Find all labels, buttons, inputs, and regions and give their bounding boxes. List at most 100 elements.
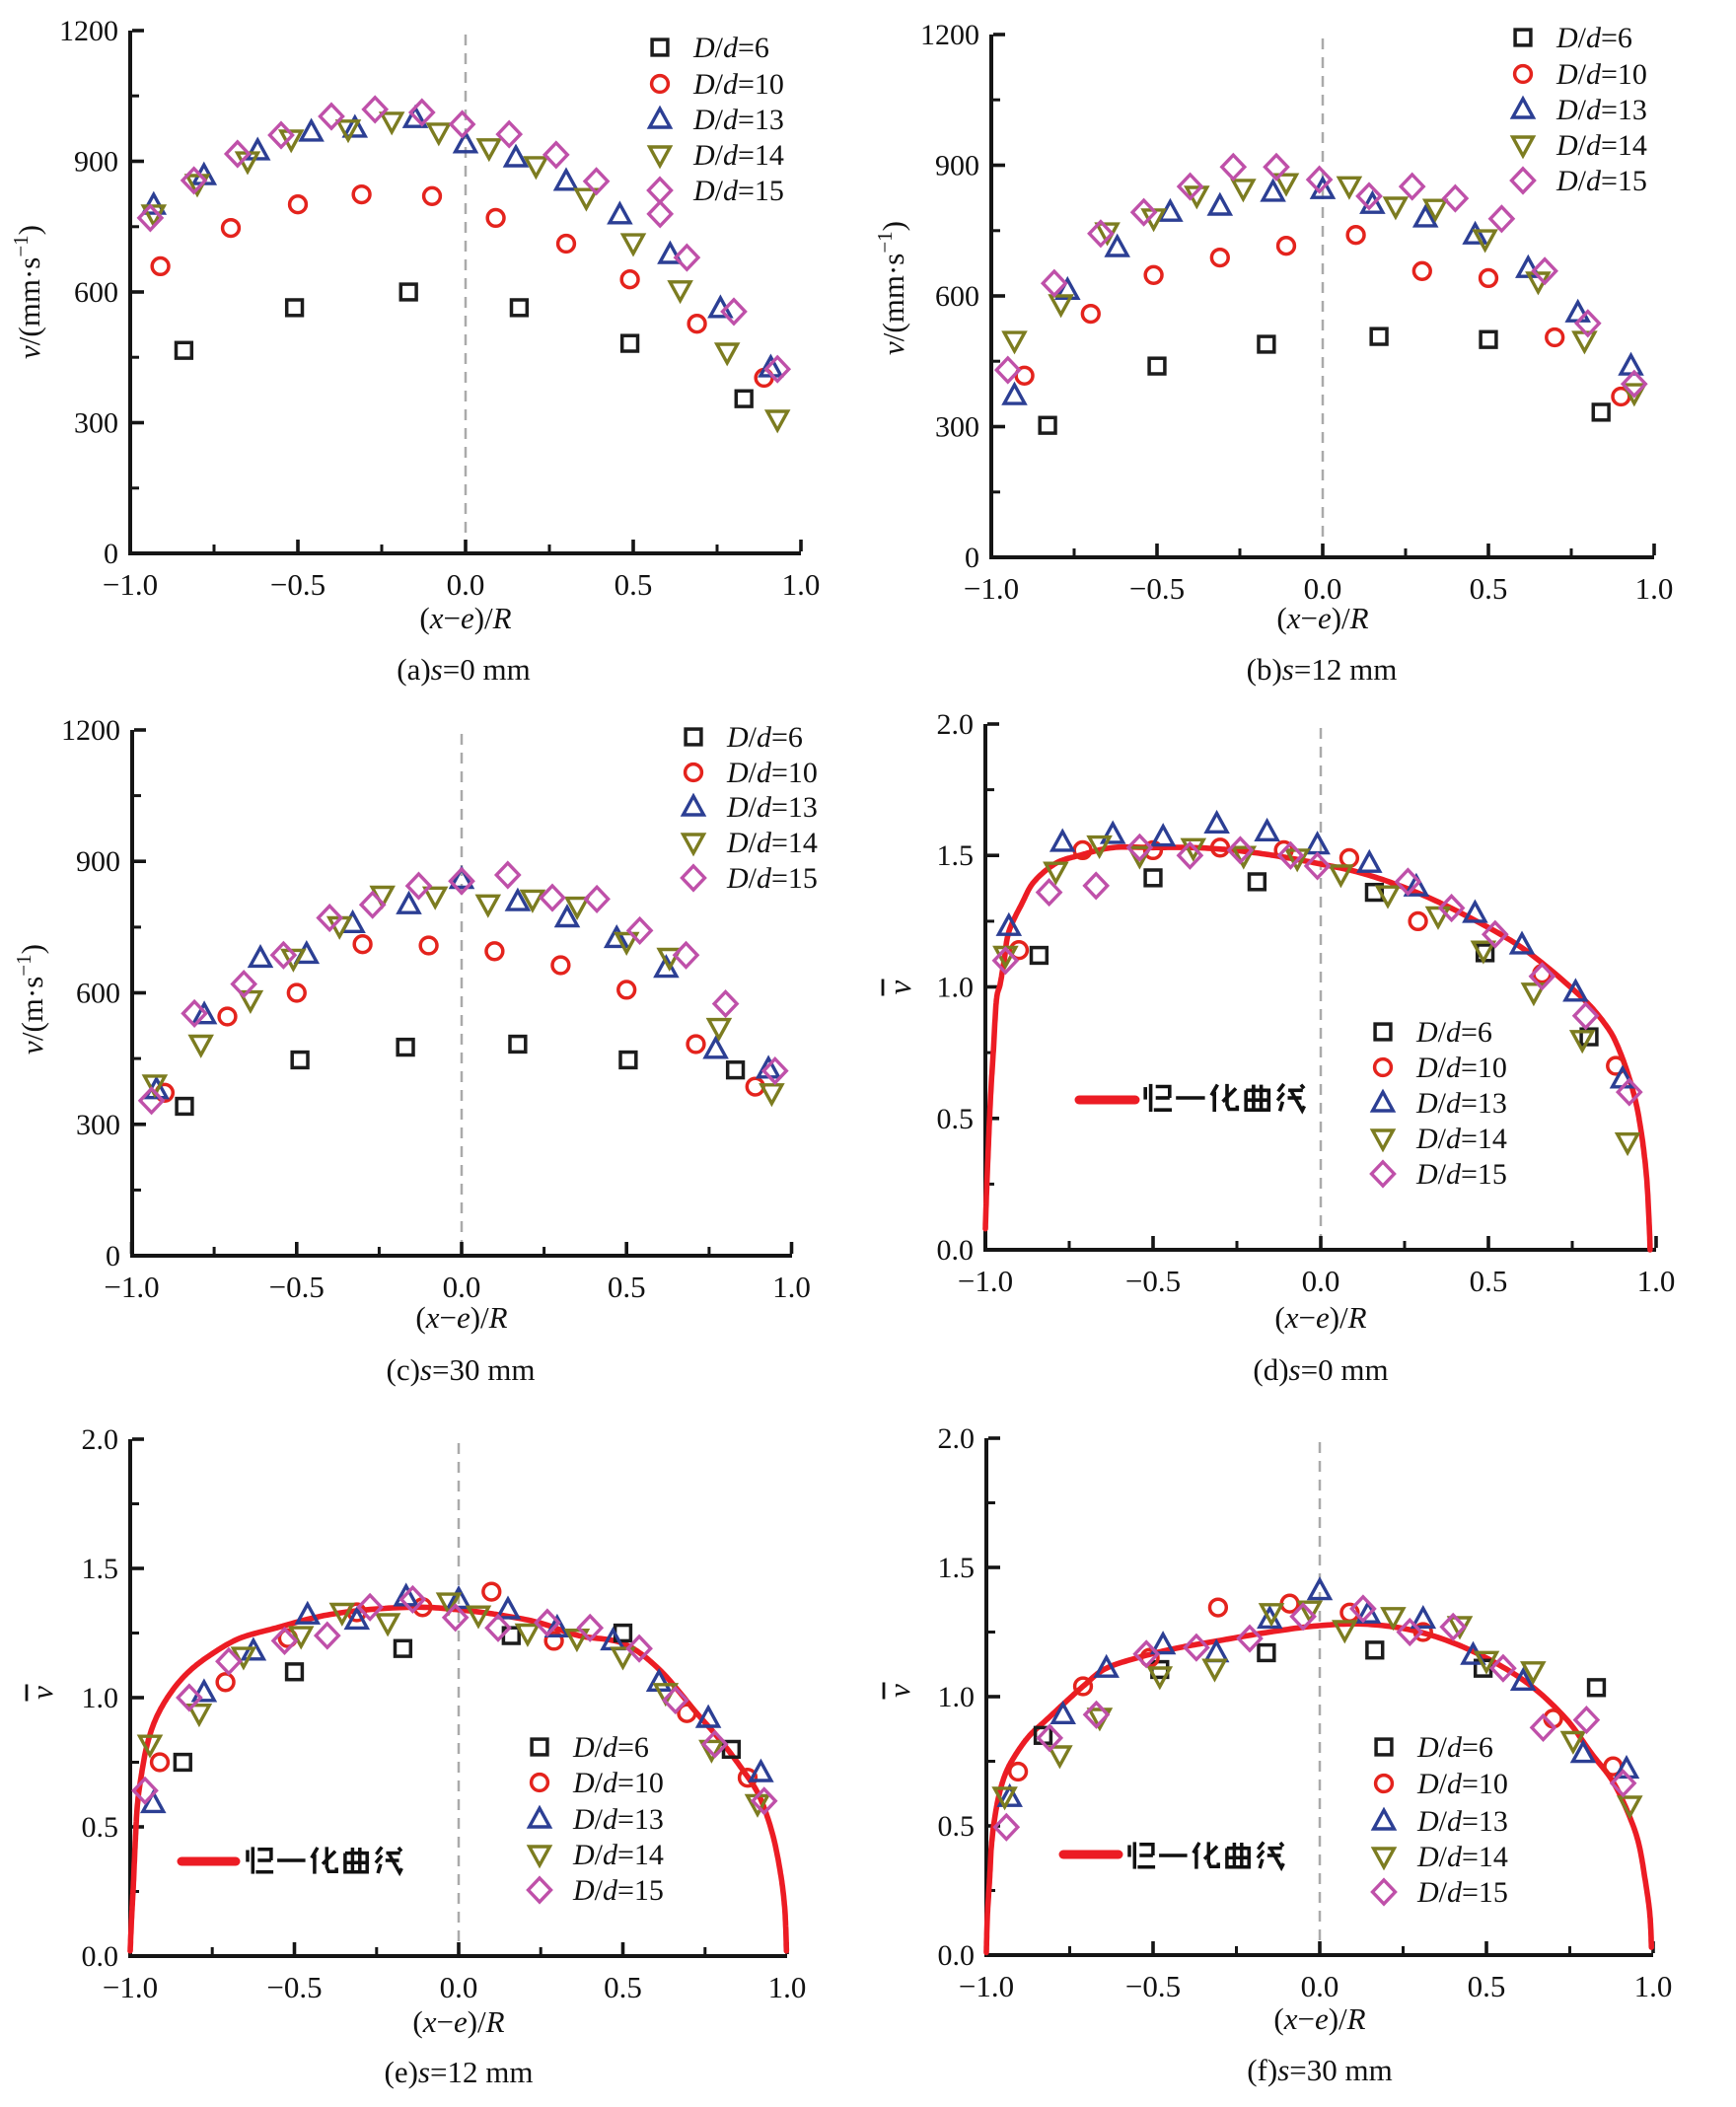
svg-text:0.0: 0.0: [443, 1270, 481, 1304]
svg-text:1.0: 1.0: [1635, 571, 1674, 606]
svg-text:D/d=15: D/d=15: [1415, 1158, 1507, 1191]
svg-text:300: 300: [76, 1109, 120, 1141]
svg-text:0: 0: [965, 542, 979, 574]
svg-text:0.0: 0.0: [447, 567, 485, 602]
svg-text:D/d=10: D/d=10: [1415, 1052, 1507, 1084]
svg-text:−0.5: −0.5: [270, 567, 326, 602]
svg-text:(a)s=0 mm: (a)s=0 mm: [397, 652, 530, 687]
svg-text:1.0: 1.0: [782, 567, 821, 602]
svg-text:0.0: 0.0: [1304, 571, 1342, 606]
svg-text:(d)s=0 mm: (d)s=0 mm: [1253, 1352, 1388, 1387]
svg-text:D/d=14: D/d=14: [572, 1839, 664, 1871]
svg-text:0.5: 0.5: [1470, 1264, 1508, 1298]
svg-text:(x−e)/R: (x−e)/R: [1274, 1300, 1366, 1335]
svg-text:1.0: 1.0: [768, 1970, 807, 2004]
svg-text:D/d=10: D/d=10: [726, 757, 818, 789]
svg-text:1.5: 1.5: [937, 839, 975, 872]
svg-text:0.0: 0.0: [937, 1234, 975, 1267]
svg-text:D/d=10: D/d=10: [692, 68, 784, 101]
svg-text:0.5: 0.5: [938, 1810, 976, 1843]
svg-text:D/d=6: D/d=6: [692, 32, 769, 64]
svg-text:0.0: 0.0: [938, 1939, 976, 1972]
svg-text:0.5: 0.5: [615, 567, 653, 602]
svg-text:D/d=6: D/d=6: [572, 1731, 649, 1764]
svg-text:900: 900: [76, 845, 120, 878]
svg-text:D/d=14: D/d=14: [726, 827, 818, 859]
svg-text:0: 0: [104, 538, 118, 570]
svg-text:D/d=13: D/d=13: [1555, 94, 1647, 126]
svg-text:D/d=13: D/d=13: [726, 791, 818, 824]
svg-text:D/d=6: D/d=6: [1416, 1731, 1493, 1764]
svg-text:−1.0: −1.0: [103, 567, 158, 602]
svg-text:D/d=10: D/d=10: [1416, 1768, 1508, 1800]
svg-text:1.0: 1.0: [772, 1270, 811, 1304]
svg-text:−1.0: −1.0: [959, 1969, 1014, 2003]
svg-text:1.0: 1.0: [1634, 1969, 1673, 2003]
svg-text:−1.0: −1.0: [964, 571, 1019, 606]
svg-text:1.0: 1.0: [938, 1681, 976, 1713]
svg-text:D/d=14: D/d=14: [1555, 129, 1647, 162]
svg-text:D/d=10: D/d=10: [572, 1767, 664, 1799]
svg-text:D/d=6: D/d=6: [1415, 1016, 1492, 1049]
svg-text:(e)s=12 mm: (e)s=12 mm: [385, 2055, 534, 2089]
svg-text:300: 300: [935, 411, 979, 444]
svg-text:D/d=15: D/d=15: [726, 862, 818, 895]
svg-text:1.0: 1.0: [1637, 1264, 1676, 1298]
svg-text:0.5: 0.5: [608, 1270, 646, 1304]
svg-text:v: v: [883, 980, 918, 994]
svg-text:(c)s=30 mm: (c)s=30 mm: [387, 1352, 536, 1387]
svg-text:600: 600: [76, 978, 120, 1010]
svg-text:1.5: 1.5: [82, 1553, 119, 1585]
svg-text:D/d=13: D/d=13: [1416, 1805, 1508, 1838]
svg-text:D/d=15: D/d=15: [692, 175, 784, 207]
svg-text:D/d=14: D/d=14: [1416, 1841, 1508, 1873]
svg-text:2.0: 2.0: [938, 1422, 976, 1455]
svg-text:D/d=15: D/d=15: [1555, 165, 1647, 197]
svg-text:D/d=6: D/d=6: [1555, 22, 1632, 54]
svg-text:D/d=14: D/d=14: [1415, 1123, 1507, 1155]
svg-text:600: 600: [74, 276, 118, 309]
svg-text:D/d=13: D/d=13: [572, 1803, 664, 1836]
svg-text:(x−e)/R: (x−e)/R: [1276, 601, 1368, 635]
svg-text:0.0: 0.0: [440, 1970, 478, 2004]
svg-text:−0.5: −0.5: [1129, 571, 1185, 606]
svg-text:0.0: 0.0: [1302, 1264, 1340, 1298]
svg-text:0.5: 0.5: [1468, 1969, 1506, 2003]
svg-text:D/d=13: D/d=13: [1415, 1087, 1507, 1120]
svg-text:1.5: 1.5: [938, 1552, 976, 1584]
svg-text:1200: 1200: [61, 714, 120, 747]
svg-text:0.5: 0.5: [937, 1103, 975, 1135]
svg-text:0.5: 0.5: [82, 1811, 119, 1844]
svg-text:D/d=6: D/d=6: [726, 721, 803, 754]
svg-text:(x−e)/R: (x−e)/R: [419, 601, 511, 635]
svg-text:300: 300: [74, 407, 118, 440]
svg-text:1.0: 1.0: [82, 1682, 119, 1714]
svg-text:(x−e)/R: (x−e)/R: [415, 1300, 507, 1335]
svg-text:v: v: [25, 1686, 59, 1700]
svg-text:D/d=15: D/d=15: [572, 1874, 664, 1907]
svg-text:D/d=15: D/d=15: [1416, 1876, 1508, 1909]
svg-text:0.5: 0.5: [604, 1970, 642, 2004]
svg-text:−0.5: −0.5: [1125, 1969, 1181, 2003]
svg-text:1200: 1200: [920, 19, 979, 51]
svg-text:0.5: 0.5: [1470, 571, 1508, 606]
svg-text:−0.5: −0.5: [269, 1270, 325, 1304]
svg-text:1.0: 1.0: [937, 972, 975, 1004]
svg-text:v: v: [882, 1684, 916, 1698]
svg-text:900: 900: [74, 146, 118, 179]
svg-text:2.0: 2.0: [937, 708, 975, 741]
svg-text:D/d=13: D/d=13: [692, 104, 784, 136]
svg-text:−0.5: −0.5: [266, 1970, 322, 2004]
svg-text:D/d=14: D/d=14: [692, 139, 784, 172]
svg-text:(f)s=30 mm: (f)s=30 mm: [1247, 2053, 1393, 2087]
svg-text:D/d=10: D/d=10: [1555, 58, 1647, 91]
svg-text:600: 600: [935, 280, 979, 313]
svg-text:0.0: 0.0: [82, 1940, 119, 1973]
svg-text:900: 900: [935, 150, 979, 182]
svg-text:2.0: 2.0: [82, 1423, 119, 1456]
svg-text:0: 0: [106, 1240, 120, 1272]
svg-text:−1.0: −1.0: [958, 1264, 1013, 1298]
svg-text:−1.0: −1.0: [103, 1970, 158, 2004]
svg-text:−1.0: −1.0: [104, 1270, 159, 1304]
svg-text:(x−e)/R: (x−e)/R: [1273, 2001, 1365, 2036]
